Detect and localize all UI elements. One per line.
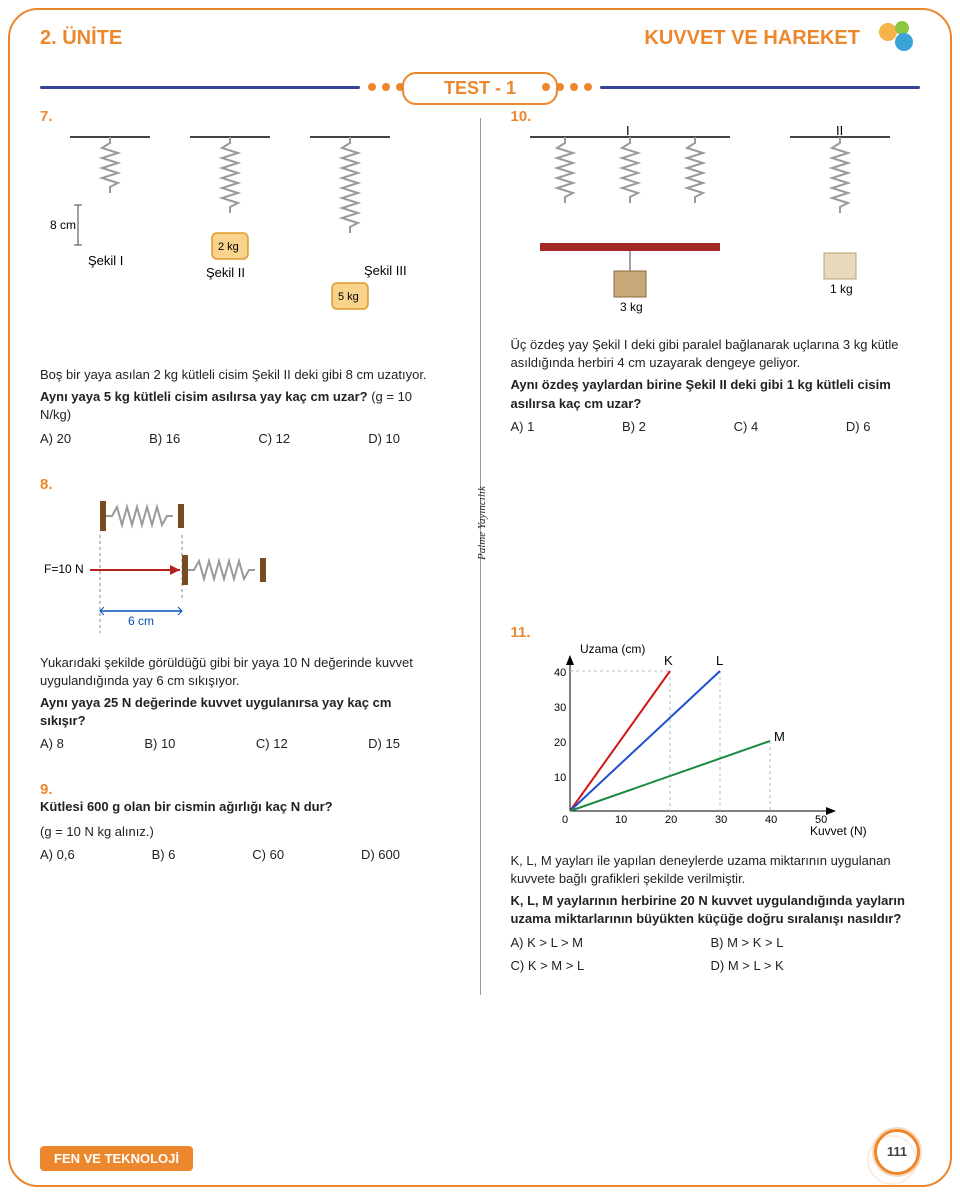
q10-text1: Üç özdeş yay Şekil I deki gibi paralel b… bbox=[510, 336, 910, 372]
q9-text1: Kütlesi 600 g olan bir cismin ağırlığı k… bbox=[40, 798, 440, 816]
page-header: 2. ÜNİTE KUVVET VE HAREKET bbox=[0, 0, 960, 68]
q11-text1: K, L, M yayları ile yapılan deneylerde u… bbox=[510, 852, 910, 888]
corner-logo-icon bbox=[870, 18, 920, 58]
choice[interactable]: B) 2 bbox=[622, 419, 646, 434]
choice[interactable]: A) 0,6 bbox=[40, 847, 75, 862]
svg-text:Şekil III: Şekil III bbox=[364, 263, 407, 278]
subject-label: FEN VE TEKNOLOJİ bbox=[40, 1146, 193, 1171]
svg-text:30: 30 bbox=[554, 702, 566, 714]
svg-text:5 kg: 5 kg bbox=[338, 291, 359, 303]
choice[interactable]: A) 1 bbox=[510, 419, 534, 434]
svg-text:8 cm: 8 cm bbox=[50, 218, 76, 232]
svg-text:1 kg: 1 kg bbox=[830, 282, 853, 296]
right-column: 10. I 3 kg II bbox=[510, 108, 920, 995]
q8-text2: Aynı yaya 25 N değerinde kuvvet uygulanı… bbox=[40, 694, 440, 730]
page-number: 111 bbox=[874, 1129, 920, 1175]
q7-text1: Boş bir yaya asılan 2 kg kütleli cisim Ş… bbox=[40, 366, 440, 384]
choice[interactable]: A) K > L > M bbox=[510, 935, 670, 950]
svg-text:Kuvvet (N): Kuvvet (N) bbox=[810, 824, 867, 838]
q8-text1: Yukarıdaki şekilde görüldüğü gibi bir ya… bbox=[40, 654, 440, 690]
choice[interactable]: D) 10 bbox=[368, 431, 400, 446]
svg-text:I: I bbox=[626, 125, 630, 138]
svg-text:F=10 N: F=10 N bbox=[44, 562, 84, 576]
test-banner: TEST - 1 bbox=[40, 68, 920, 108]
choice[interactable]: D) 15 bbox=[368, 736, 400, 751]
svg-text:Uzama (cm): Uzama (cm) bbox=[580, 642, 645, 656]
svg-text:0: 0 bbox=[562, 814, 568, 826]
choice[interactable]: A) 20 bbox=[40, 431, 71, 446]
svg-text:2 kg: 2 kg bbox=[218, 241, 239, 253]
page-footer: FEN VE TEKNOLOJİ 111 bbox=[40, 1146, 920, 1171]
q7-text2: Aynı yaya 5 kg kütleli cisim asılırsa ya… bbox=[40, 388, 440, 424]
q11-text2: K, L, M yaylarının herbirine 20 N kuvvet… bbox=[510, 892, 910, 928]
q7-figure: 8 cm Şekil I 2 kg Şekil II 5 kg Şekil II… bbox=[40, 125, 420, 355]
question-8: 8. F=10 N bbox=[40, 476, 450, 752]
choice[interactable]: C) 60 bbox=[252, 847, 284, 862]
choice[interactable]: C) 12 bbox=[258, 431, 290, 446]
unit-label: 2. ÜNİTE bbox=[40, 27, 122, 50]
question-number: 8. bbox=[40, 476, 62, 493]
left-column: 7. 8 cm Şekil I bbox=[40, 108, 450, 995]
q11-chart: Uzama (cm) 0 10 20 30 40 50 10 bbox=[510, 641, 870, 841]
svg-text:10: 10 bbox=[554, 772, 566, 784]
choice[interactable]: B) M > K > L bbox=[710, 935, 870, 950]
choice[interactable]: C) 4 bbox=[734, 419, 759, 434]
choice[interactable]: D) 6 bbox=[846, 419, 871, 434]
svg-text:II: II bbox=[836, 125, 843, 138]
svg-text:30: 30 bbox=[715, 814, 727, 826]
q9-choices: A) 0,6 B) 6 C) 60 D) 600 bbox=[40, 847, 400, 862]
question-9: 9. Kütlesi 600 g olan bir cismin ağırlığ… bbox=[40, 781, 450, 861]
svg-text:L: L bbox=[716, 653, 723, 668]
svg-text:K: K bbox=[664, 653, 673, 668]
q9-text2: (g = 10 N kg alınız.) bbox=[40, 823, 440, 841]
q8-choices: A) 8 B) 10 C) 12 D) 15 bbox=[40, 736, 400, 751]
svg-text:20: 20 bbox=[665, 814, 677, 826]
test-label: TEST - 1 bbox=[402, 72, 558, 105]
chapter-label: KUVVET VE HAREKET bbox=[644, 27, 860, 50]
svg-text:Şekil I: Şekil I bbox=[88, 253, 123, 268]
choice[interactable]: D) M > L > K bbox=[710, 958, 870, 973]
question-10: 10. I 3 kg II bbox=[510, 108, 920, 434]
q10-choices: A) 1 B) 2 C) 4 D) 6 bbox=[510, 419, 870, 434]
publisher-label: Palme Yayıncılık bbox=[476, 486, 488, 560]
question-number: 7. bbox=[40, 108, 62, 125]
svg-text:3 kg: 3 kg bbox=[620, 300, 643, 314]
choice[interactable]: D) 600 bbox=[361, 847, 400, 862]
q10-text2: Aynı özdeş yaylardan birine Şekil II dek… bbox=[510, 376, 910, 412]
choice[interactable]: C) K > M > L bbox=[510, 958, 670, 973]
choice[interactable]: C) 12 bbox=[256, 736, 288, 751]
choice[interactable]: B) 16 bbox=[149, 431, 180, 446]
svg-text:10: 10 bbox=[615, 814, 627, 826]
svg-text:Şekil II: Şekil II bbox=[206, 265, 245, 280]
q8-figure: F=10 N 6 cm bbox=[40, 493, 420, 643]
question-11: 11. Uzama (cm) 0 10 20 30 40 bbox=[510, 624, 920, 973]
choice[interactable]: B) 6 bbox=[152, 847, 176, 862]
choice[interactable]: A) 8 bbox=[40, 736, 64, 751]
choice[interactable]: B) 10 bbox=[144, 736, 175, 751]
question-number: 9. bbox=[40, 781, 62, 798]
svg-text:M: M bbox=[774, 729, 785, 744]
svg-text:6 cm: 6 cm bbox=[128, 614, 154, 628]
question-number: 10. bbox=[510, 108, 532, 125]
svg-text:40: 40 bbox=[554, 667, 566, 679]
q7-choices: A) 20 B) 16 C) 12 D) 10 bbox=[40, 431, 400, 446]
svg-text:40: 40 bbox=[765, 814, 777, 826]
q11-choices: A) K > L > M B) M > K > L C) K > M > L D… bbox=[510, 935, 870, 973]
svg-text:20: 20 bbox=[554, 737, 566, 749]
question-7: 7. 8 cm Şekil I bbox=[40, 108, 450, 446]
question-number: 11. bbox=[510, 624, 532, 641]
q10-figure: I 3 kg II 1 kg bbox=[510, 125, 910, 325]
